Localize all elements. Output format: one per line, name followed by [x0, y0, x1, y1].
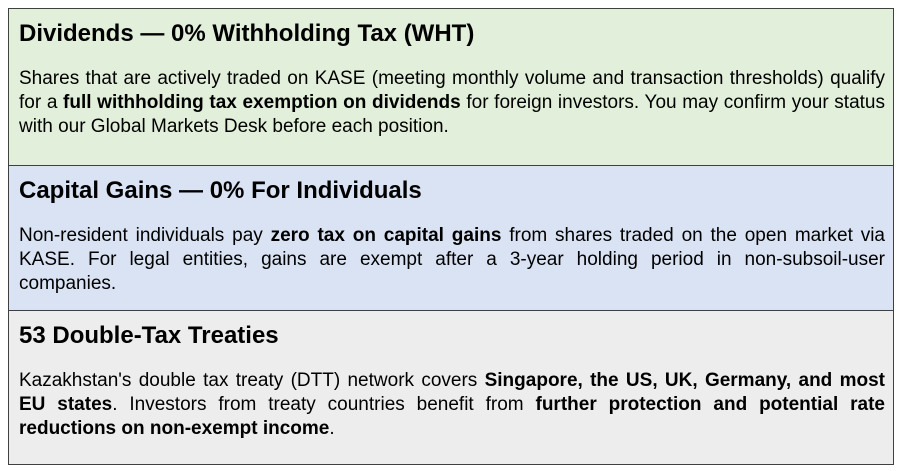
tax-panels: Dividends — 0% Withholding Tax (WHT) Sha… — [8, 8, 894, 465]
body-text: . Investors from treaty countries benefi… — [112, 394, 536, 415]
body-bold: zero tax on capital gains — [270, 225, 502, 246]
panel-title: 53 Double-Tax Treaties — [19, 322, 279, 349]
panel-body: Shares that are actively traded on KASE … — [19, 67, 885, 139]
dividends-panel: Dividends — 0% Withholding Tax (WHT) Sha… — [9, 9, 893, 165]
body-text: Non-resident individuals pay — [19, 225, 271, 246]
body-bold: Singapore, the US, UK, Germany, and most… — [19, 370, 885, 415]
body-text: Shares that are actively traded on KASE … — [19, 68, 885, 113]
panel-body: Non-resident individuals pay zero tax on… — [19, 224, 885, 296]
body-text: for foreign investors. You may confirm y… — [19, 92, 885, 137]
body-text: from shares traded on the open market vi… — [19, 225, 885, 294]
panel-title: Capital Gains — 0% For Individuals — [19, 177, 422, 204]
body-bold: further protection and potential rate re… — [19, 394, 885, 439]
panel-title: Dividends — 0% Withholding Tax (WHT) — [19, 20, 475, 47]
treaties-panel: 53 Double-Tax Treaties Kazakhstan's doub… — [9, 310, 893, 464]
body-bold: full withholding tax exemption on divide… — [63, 92, 461, 113]
body-text: . — [329, 418, 335, 439]
capital-gains-panel: Capital Gains — 0% For Individuals Non-r… — [9, 165, 893, 310]
body-text: Kazakhstan's double tax treaty (DTT) net… — [19, 370, 485, 391]
panel-body: Kazakhstan's double tax treaty (DTT) net… — [19, 369, 885, 441]
